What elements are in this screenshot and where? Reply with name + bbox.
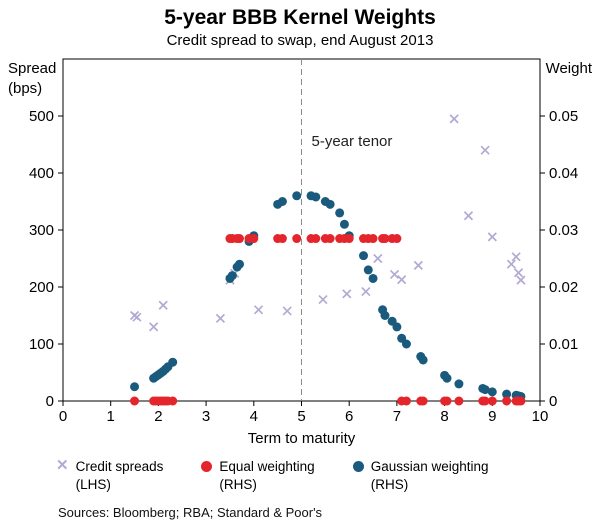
svg-text:0.02: 0.02 — [549, 279, 578, 296]
legend: ✕ Credit spreads (LHS) Equal weighting (… — [56, 458, 600, 493]
svg-text:4: 4 — [250, 408, 258, 425]
svg-text:300: 300 — [29, 222, 54, 239]
svg-text:0: 0 — [46, 393, 54, 410]
svg-text:(bps): (bps) — [8, 80, 42, 97]
svg-text:Spread: Spread — [8, 60, 56, 77]
svg-text:6: 6 — [345, 408, 353, 425]
svg-text:0: 0 — [549, 393, 557, 410]
chart-figure: 5-year BBB Kernel Weights Credit spread … — [0, 6, 600, 520]
legend-label: Equal weighting — [219, 459, 315, 474]
chart-subtitle: Credit spread to swap, end August 2013 — [166, 32, 434, 49]
svg-text:500: 500 — [29, 108, 54, 125]
svg-text:400: 400 — [29, 165, 54, 182]
chart-title: 5-year BBB Kernel Weights — [164, 6, 436, 29]
svg-text:0.03: 0.03 — [549, 222, 578, 239]
svg-text:0.04: 0.04 — [549, 165, 578, 182]
legend-item-gaussian-weighting: Gaussian weighting (RHS) — [352, 458, 489, 493]
legend-item-credit-spreads: ✕ Credit spreads (LHS) — [56, 458, 163, 493]
legend-sublabel: (RHS) — [219, 476, 257, 492]
svg-text:8: 8 — [440, 408, 448, 425]
legend-sublabel: (RHS) — [370, 476, 409, 492]
legend-item-equal-weighting: Equal weighting (RHS) — [201, 458, 315, 493]
svg-text:200: 200 — [29, 279, 54, 296]
svg-text:5-year tenor: 5-year tenor — [312, 133, 393, 150]
legend-sublabel: (LHS) — [75, 476, 111, 492]
svg-text:1: 1 — [107, 408, 115, 425]
svg-text:0.01: 0.01 — [549, 336, 578, 353]
source-note: Sources: Bloomberg; RBA; Standard & Poor… — [58, 505, 323, 521]
svg-text:3: 3 — [202, 408, 210, 425]
x-marker-icon: ✕ — [56, 457, 69, 474]
svg-text:0: 0 — [59, 408, 67, 425]
svg-text:7: 7 — [393, 408, 401, 425]
svg-text:0.05: 0.05 — [549, 108, 578, 125]
plot-area: 0 1 2 3 4 5 6 7 8 9 10010020030040050000.010.020.0… — [8, 58, 593, 447]
teal-dot-icon — [352, 461, 364, 472]
svg-text:9: 9 — [488, 408, 496, 425]
legend-label: Credit spreads — [75, 459, 164, 474]
svg-text:Weight: Weight — [546, 60, 593, 77]
svg-text:100: 100 — [29, 336, 54, 353]
legend-label: Gaussian weighting — [370, 459, 489, 474]
red-dot-icon — [201, 461, 213, 472]
svg-text:10: 10 — [532, 408, 549, 425]
svg-text:Term to maturity: Term to maturity — [248, 430, 356, 447]
svg-text:5: 5 — [297, 408, 305, 425]
svg-text:2: 2 — [154, 408, 162, 425]
